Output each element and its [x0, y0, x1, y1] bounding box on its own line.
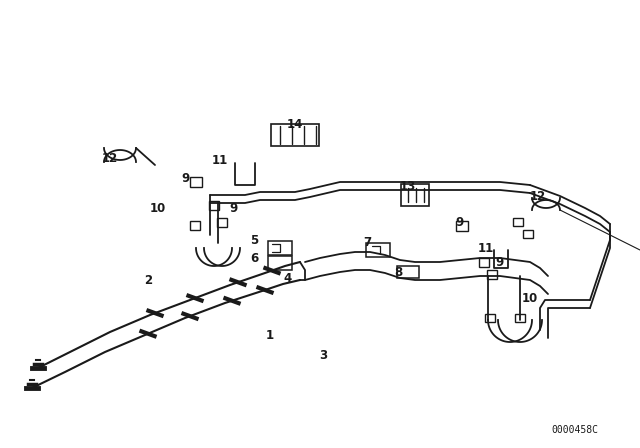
Bar — [515, 314, 525, 322]
Text: 10: 10 — [522, 292, 538, 305]
Text: 9: 9 — [182, 172, 190, 185]
Bar — [366, 243, 390, 257]
Text: 9: 9 — [456, 215, 464, 228]
Text: 8: 8 — [394, 266, 402, 279]
Text: 5: 5 — [250, 233, 258, 246]
Bar — [397, 266, 419, 278]
Text: 13: 13 — [400, 180, 416, 193]
Bar — [271, 124, 319, 146]
Text: 12: 12 — [102, 151, 118, 164]
Bar — [268, 241, 292, 255]
Text: 7: 7 — [363, 236, 371, 249]
Bar — [217, 217, 227, 227]
Text: 12: 12 — [530, 190, 546, 202]
Text: 2: 2 — [144, 273, 152, 287]
Bar — [209, 201, 219, 210]
Text: 14: 14 — [287, 117, 303, 130]
Text: 11: 11 — [212, 154, 228, 167]
Text: 3: 3 — [319, 349, 327, 362]
Text: 9: 9 — [496, 255, 504, 268]
Bar — [479, 258, 489, 267]
Text: 10: 10 — [150, 202, 166, 215]
Text: 4: 4 — [284, 271, 292, 284]
Bar — [268, 256, 292, 270]
Bar — [487, 270, 497, 279]
Bar — [190, 177, 202, 187]
Bar — [513, 218, 523, 226]
Text: 6: 6 — [250, 251, 258, 264]
Text: 0000458C: 0000458C — [552, 425, 598, 435]
Bar — [485, 314, 495, 322]
Bar — [401, 184, 429, 206]
Bar — [456, 221, 468, 231]
Text: 11: 11 — [478, 241, 494, 254]
Text: 1: 1 — [266, 328, 274, 341]
Bar — [523, 230, 533, 238]
Text: 9: 9 — [230, 202, 238, 215]
Bar — [190, 220, 200, 229]
